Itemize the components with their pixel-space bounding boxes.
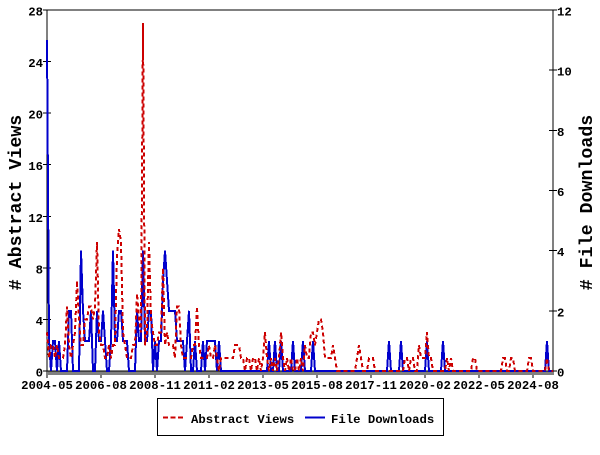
svg-text:# File Downloads: # File Downloads — [578, 115, 598, 291]
svg-text:4: 4 — [557, 246, 565, 260]
svg-text:0: 0 — [557, 367, 564, 381]
svg-text:File Downloads: File Downloads — [331, 413, 434, 427]
svg-text:12: 12 — [557, 6, 572, 20]
svg-text:2004-05: 2004-05 — [21, 379, 73, 393]
svg-text:2: 2 — [557, 306, 564, 320]
svg-text:0: 0 — [36, 367, 43, 381]
svg-text:6: 6 — [557, 186, 564, 200]
svg-text:4: 4 — [36, 315, 44, 329]
svg-text:20: 20 — [28, 109, 43, 123]
svg-text:2015-08: 2015-08 — [291, 379, 343, 393]
svg-text:24: 24 — [28, 57, 43, 71]
svg-text:2024-08: 2024-08 — [507, 379, 559, 393]
svg-text:8: 8 — [557, 126, 564, 140]
svg-text:2006-08: 2006-08 — [75, 379, 127, 393]
svg-text:2013-05: 2013-05 — [237, 379, 289, 393]
svg-text:2017-11: 2017-11 — [345, 379, 397, 393]
svg-text:2011-02: 2011-02 — [183, 379, 235, 393]
svg-text:28: 28 — [28, 6, 43, 20]
svg-text:2020-02: 2020-02 — [399, 379, 451, 393]
svg-text:# Abstract Views: # Abstract Views — [7, 115, 27, 291]
svg-text:2008-11: 2008-11 — [129, 379, 181, 393]
svg-text:2022-05: 2022-05 — [453, 379, 505, 393]
svg-text:12: 12 — [28, 212, 43, 226]
svg-text:10: 10 — [557, 66, 572, 80]
svg-text:8: 8 — [36, 263, 43, 277]
svg-text:Abstract Views: Abstract Views — [191, 413, 294, 427]
svg-text:16: 16 — [28, 160, 43, 174]
